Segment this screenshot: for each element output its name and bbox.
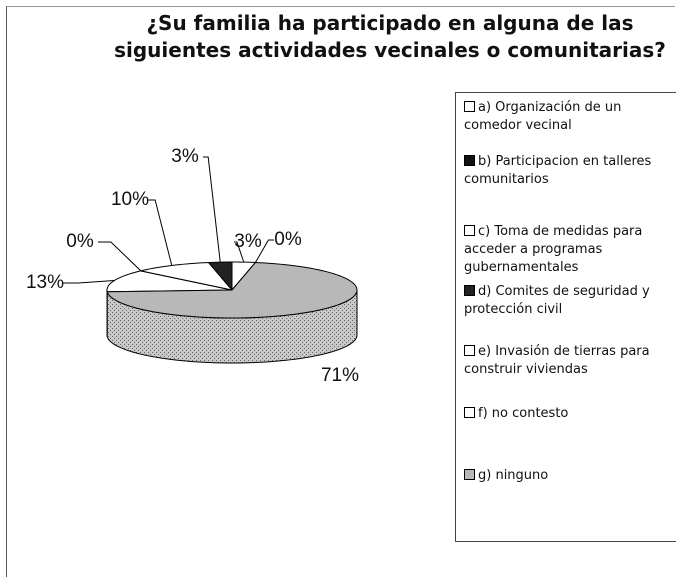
legend-label: b) Participacion en talleres comunitario…: [464, 154, 652, 187]
legend-item: f) no contesto: [464, 405, 676, 423]
legend-swatch: [464, 407, 475, 418]
data-label: 71%: [321, 365, 359, 386]
leader-line: [203, 156, 221, 263]
legend-swatch: [464, 345, 475, 356]
leader-line: [98, 241, 142, 272]
chart-title: ¿Su familia ha participado en alguna de …: [114, 11, 666, 62]
legend-swatch: [464, 225, 475, 236]
legend-label: g) ninguno: [478, 468, 549, 483]
legend-item: g) ninguno: [464, 467, 676, 485]
data-label: 13%: [26, 272, 64, 293]
slice: [207, 261, 233, 292]
data-label: 10%: [111, 189, 149, 210]
leader-line: [148, 199, 173, 266]
leader-line: [234, 241, 245, 263]
legend-swatch: [464, 101, 475, 112]
legend-item: d) Comites de seguridad y protección civ…: [464, 283, 676, 319]
legend-swatch: [464, 285, 475, 296]
slice: [106, 261, 358, 319]
data-label: 0%: [66, 231, 94, 252]
legend-label: e) Invasión de tierras para construir vi…: [464, 344, 650, 377]
slice: [106, 270, 233, 293]
legend-item: c) Toma de medidas para acceder a progra…: [464, 223, 676, 277]
data-label: 0%: [274, 229, 302, 250]
legend-item: e) Invasión de tierras para construir vi…: [464, 343, 676, 379]
legend-swatch: [464, 469, 475, 480]
legend-label: d) Comites de seguridad y protección civ…: [464, 284, 650, 317]
data-label: 3%: [171, 146, 199, 167]
legend-swatch: [464, 155, 475, 166]
legend-label: c) Toma de medidas para acceder a progra…: [464, 224, 643, 275]
leader-line: [63, 280, 115, 284]
legend-label: f) no contesto: [478, 406, 569, 421]
legend-label: a) Organización de un comedor vecinal: [464, 100, 622, 133]
legend: a) Organización de un comedor vecinal b) …: [455, 92, 676, 542]
legend-item: b) Participacion en talleres comunitario…: [464, 153, 676, 189]
legend-item: a) Organización de un comedor vecinal: [464, 99, 676, 135]
frame: [6, 6, 675, 577]
data-label: 3%: [234, 231, 262, 252]
leader-line: [254, 239, 274, 263]
